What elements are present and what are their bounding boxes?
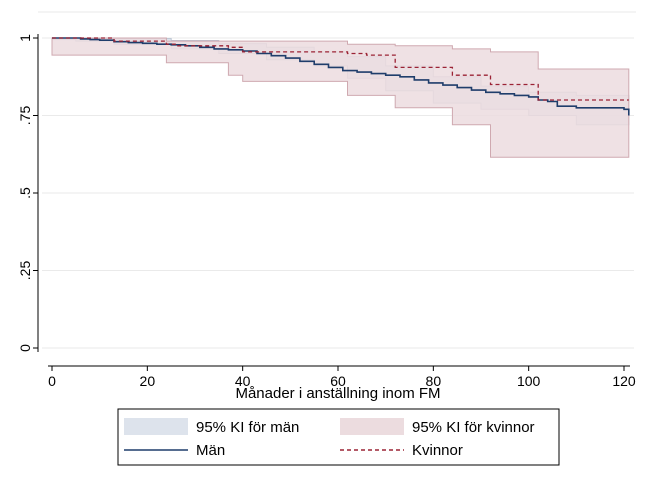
legend-label: 95% KI för män [196, 419, 299, 436]
x-tick-label: 40 [235, 373, 251, 389]
legend-label: Kvinnor [412, 442, 463, 459]
confidence-band [51, 37, 630, 158]
plot-area: 0 .25 .5 .75 1 0 20 40 60 80 100 120 [17, 11, 636, 389]
y-tick-label: .25 [17, 261, 33, 281]
grid-lines [42, 37, 634, 349]
confidence-bands [51, 37, 630, 158]
x-tick-label: 120 [612, 373, 636, 389]
legend-swatch [124, 418, 188, 435]
y-tick-label: 0 [17, 344, 33, 352]
x-tick-label: 80 [426, 373, 442, 389]
axes: 0 .25 .5 .75 1 0 20 40 60 80 100 120 [17, 34, 636, 389]
x-axis-title: Månader i anställning inom FM [235, 385, 440, 402]
legend-label: 95% KI för kvinnor [412, 419, 535, 436]
x-tick-label: 0 [48, 373, 56, 389]
man-line [52, 37, 630, 116]
x-tick-label: 60 [330, 373, 346, 389]
y-tick-label: .5 [17, 187, 33, 199]
legend-label: Män [196, 442, 225, 459]
legend-box [117, 408, 560, 466]
survival-lines [52, 37, 630, 116]
y-tick-label: 1 [17, 34, 33, 42]
y-tick-label: .75 [17, 106, 33, 126]
legend-swatch [340, 418, 404, 435]
x-tick-label: 100 [517, 373, 541, 389]
legend: 95% KI för män 95% KI för kvinnor Män Kvinn… [117, 408, 560, 466]
kvinnor-line [52, 37, 629, 101]
x-tick-label: 20 [140, 373, 156, 389]
